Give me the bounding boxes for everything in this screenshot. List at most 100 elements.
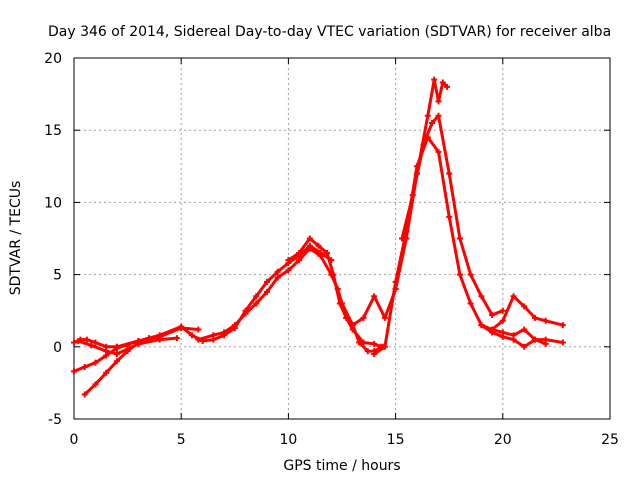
data-point [263,278,270,285]
data-point [135,338,142,345]
x-axis-label: GPS time / hours [283,458,400,474]
data-point [499,317,506,324]
y-axis-label: SDTVAR / TECUs [8,181,24,296]
data-point [542,317,549,324]
data-point [113,343,120,350]
data-point [542,340,549,347]
data-point [521,303,528,310]
data-point [489,312,496,319]
data-point [356,339,363,346]
data-point [444,83,451,90]
data-point [531,336,538,343]
data-point [446,213,453,220]
series-line-satellite-9 [372,135,565,356]
x-tick-label: 20 [494,432,512,448]
data-point [317,252,324,259]
data-point [306,245,313,252]
y-tick-labels: -5 0 5 10 15 20 [44,51,62,428]
data-point [124,348,131,355]
data-point [435,98,442,105]
data-point [195,326,202,333]
data-point [499,307,506,314]
data-point [478,322,485,329]
data-point [510,332,517,339]
y-tick-label: 5 [53,268,62,284]
chart-title: Day 346 of 2014, Sidereal Day-to-day VTE… [48,24,611,40]
x-tick-labels: 0 5 10 15 20 25 [70,432,619,448]
data-point [296,249,303,256]
data-point [409,192,416,199]
data-point [360,314,367,321]
y-tick-label: 0 [53,340,62,356]
grid [74,58,610,419]
data-point [210,332,217,339]
data-point [263,288,270,295]
data-point [399,235,406,242]
data-point [71,368,77,375]
data-point [489,326,496,333]
series-line-satellite-2 [72,326,200,373]
data-point [381,314,388,321]
data-point [81,391,88,398]
data-point [499,329,506,336]
data-point [371,293,378,300]
data-point [156,332,163,339]
y-tick-label: 10 [44,195,62,211]
data-point [71,339,77,346]
data-point [478,293,485,300]
data-point [92,339,99,346]
data-point [103,348,110,355]
data-point [231,322,238,329]
data-point [315,242,322,249]
data-point [306,235,313,242]
x-tick-label: 0 [70,432,79,448]
y-tick-label: 20 [44,51,62,67]
data-point [431,76,438,83]
ticks [73,57,611,420]
data-point [456,271,463,278]
data-point [392,278,399,285]
data-point [253,293,260,300]
y-tick-label: -5 [48,412,62,428]
data-point [420,141,427,148]
data-point [424,112,431,119]
x-tick-label: 5 [177,432,186,448]
data-point [253,300,260,307]
data-point [339,300,345,307]
data-point [371,340,378,347]
data-point [296,257,303,264]
data-point [103,369,110,376]
data-point [92,381,99,388]
y-tick-label: 15 [44,123,62,139]
data-point [92,359,99,366]
data-point [381,343,388,350]
data-point [510,293,517,300]
data-point [429,119,436,126]
data-point [242,310,249,317]
data-point [456,235,463,242]
data-point [188,332,195,339]
data-point [467,300,474,307]
data-point [531,314,538,321]
series-line-satellite-10 [400,114,505,317]
data-point [195,336,202,343]
data-point [221,329,228,336]
data-point [173,335,180,342]
data-point [446,170,453,177]
data-point [178,323,185,330]
data-point [521,326,528,333]
data-point [88,342,95,349]
data-point [467,271,474,278]
data-point [364,348,371,355]
data-point [559,339,566,346]
data-point [439,79,446,86]
data-point [371,351,378,358]
data-point [330,271,337,278]
data-point [435,148,442,155]
data-point [81,364,88,371]
data-point [323,249,330,256]
data-point [285,267,292,274]
x-tick-label: 15 [387,432,405,448]
data-point [349,322,356,329]
data-point [113,351,120,358]
